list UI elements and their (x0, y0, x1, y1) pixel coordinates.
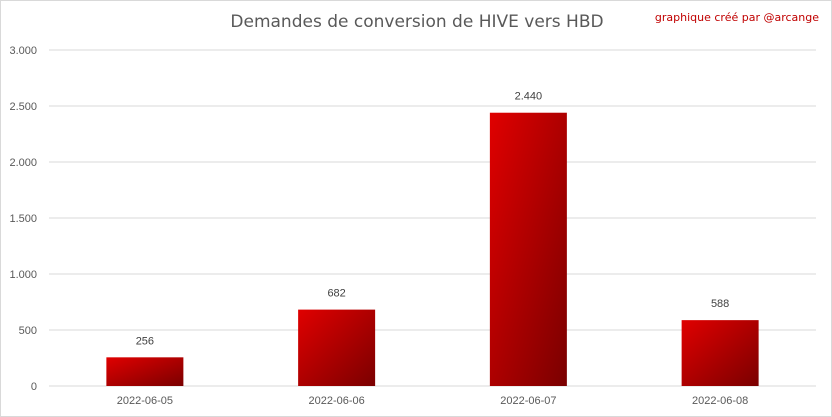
x-tick-label: 2022-06-08 (692, 395, 748, 407)
y-tick-label: 1.500 (9, 213, 37, 225)
y-axis-ticks: 0 500 1.000 1.500 2.000 2.500 3.000 (9, 45, 37, 393)
x-tick-label: 2022-06-06 (308, 395, 364, 407)
y-tick-label: 2.500 (9, 101, 37, 113)
bar (106, 357, 184, 386)
y-tick-label: 3.000 (9, 45, 37, 57)
y-tick-label: 0 (31, 381, 37, 393)
y-tick-label: 1.000 (9, 269, 37, 281)
x-axis-ticks: 2022-06-05 2022-06-06 2022-06-07 2022-06-08 (117, 395, 749, 407)
bar (298, 309, 376, 386)
data-label: 588 (711, 298, 729, 310)
y-tick-label: 2.000 (9, 157, 37, 169)
x-tick-label: 2022-06-05 (117, 395, 173, 407)
bar (489, 112, 567, 386)
bars: 256 682 2.440 588 (106, 91, 759, 386)
data-label: 2.440 (515, 91, 543, 103)
chart-title: Demandes de conversion de HIVE vers HBD (230, 12, 604, 32)
bar (681, 320, 759, 386)
x-tick-label: 2022-06-07 (500, 395, 556, 407)
y-tick-label: 500 (19, 325, 37, 337)
chart-credit: graphique créé par @arcange (654, 11, 819, 24)
data-label: 682 (327, 288, 345, 300)
data-label: 256 (136, 335, 154, 347)
